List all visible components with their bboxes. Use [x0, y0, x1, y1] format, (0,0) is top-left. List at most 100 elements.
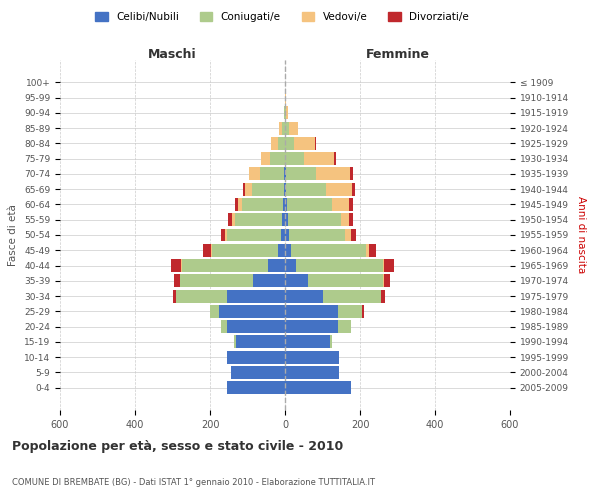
Bar: [248, 168, 260, 180]
Y-axis label: Anni di nascita: Anni di nascita: [575, 196, 586, 274]
Text: Maschi: Maschi: [148, 48, 197, 61]
Bar: [368, 244, 376, 256]
Bar: [337, 305, 362, 318]
Bar: [235, 336, 236, 348]
Bar: [285, 182, 286, 196]
Bar: [230, 366, 285, 379]
Bar: [383, 259, 385, 272]
Bar: [279, 122, 282, 134]
Bar: [285, 274, 308, 287]
Bar: [203, 244, 211, 256]
Bar: [316, 168, 349, 180]
Text: COMUNE DI BREMBATE (BG) - Dati ISTAT 1° gennaio 2010 - Elaborazione TUTTITALIA.I: COMUNE DI BREMBATE (BG) - Dati ISTAT 1° …: [12, 478, 375, 487]
Bar: [285, 198, 287, 211]
Bar: [380, 290, 382, 302]
Bar: [325, 182, 352, 196]
Bar: [350, 320, 352, 333]
Bar: [242, 182, 245, 196]
Bar: [227, 228, 281, 241]
Bar: [350, 228, 356, 241]
Bar: [225, 228, 227, 241]
Bar: [287, 198, 332, 211]
Bar: [285, 259, 296, 272]
Bar: [285, 350, 340, 364]
Bar: [253, 274, 285, 287]
Bar: [180, 274, 253, 287]
Bar: [227, 381, 285, 394]
Bar: [383, 274, 391, 287]
Bar: [296, 259, 383, 272]
Bar: [285, 228, 289, 241]
Bar: [221, 228, 225, 241]
Bar: [382, 290, 385, 302]
Bar: [181, 259, 182, 272]
Y-axis label: Fasce di età: Fasce di età: [8, 204, 19, 266]
Bar: [330, 336, 332, 348]
Bar: [289, 228, 345, 241]
Bar: [212, 244, 277, 256]
Bar: [285, 137, 295, 150]
Bar: [341, 214, 349, 226]
Bar: [352, 182, 355, 196]
Bar: [284, 106, 285, 120]
Bar: [365, 244, 368, 256]
Bar: [285, 168, 286, 180]
Bar: [285, 336, 330, 348]
Bar: [285, 366, 340, 379]
Bar: [270, 152, 285, 165]
Bar: [235, 198, 238, 211]
Bar: [332, 198, 349, 211]
Bar: [285, 122, 289, 134]
Bar: [285, 106, 286, 120]
Bar: [284, 182, 285, 196]
Text: Femmine: Femmine: [365, 48, 430, 61]
Legend: Celibi/Nubili, Coniugati/e, Vedovi/e, Divorziati/e: Celibi/Nubili, Coniugati/e, Vedovi/e, Di…: [91, 8, 473, 26]
Bar: [236, 336, 285, 348]
Bar: [290, 244, 365, 256]
Bar: [283, 198, 285, 211]
Bar: [385, 259, 394, 272]
Text: Popolazione per età, sesso e stato civile - 2010: Popolazione per età, sesso e stato civil…: [12, 440, 343, 453]
Bar: [173, 290, 176, 302]
Bar: [268, 259, 285, 272]
Bar: [308, 274, 383, 287]
Bar: [288, 214, 341, 226]
Bar: [252, 182, 284, 196]
Bar: [232, 214, 235, 226]
Bar: [235, 214, 282, 226]
Bar: [286, 106, 288, 120]
Bar: [349, 168, 353, 180]
Bar: [285, 290, 323, 302]
Bar: [260, 152, 270, 165]
Bar: [285, 214, 288, 226]
Bar: [221, 320, 227, 333]
Bar: [286, 182, 325, 196]
Bar: [182, 259, 268, 272]
Bar: [227, 350, 285, 364]
Bar: [227, 320, 285, 333]
Bar: [210, 305, 220, 318]
Bar: [285, 305, 337, 318]
Bar: [271, 137, 277, 150]
Bar: [238, 198, 242, 211]
Bar: [315, 137, 316, 150]
Bar: [334, 152, 335, 165]
Bar: [170, 259, 181, 272]
Bar: [284, 168, 285, 180]
Bar: [277, 137, 285, 150]
Bar: [242, 198, 283, 211]
Bar: [174, 274, 179, 287]
Bar: [176, 290, 227, 302]
Bar: [211, 244, 212, 256]
Bar: [286, 168, 316, 180]
Bar: [282, 214, 285, 226]
Bar: [281, 228, 285, 241]
Bar: [285, 91, 286, 104]
Bar: [295, 137, 315, 150]
Bar: [227, 290, 285, 302]
Bar: [289, 122, 298, 134]
Bar: [220, 305, 285, 318]
Bar: [304, 152, 334, 165]
Bar: [245, 182, 252, 196]
Bar: [227, 214, 232, 226]
